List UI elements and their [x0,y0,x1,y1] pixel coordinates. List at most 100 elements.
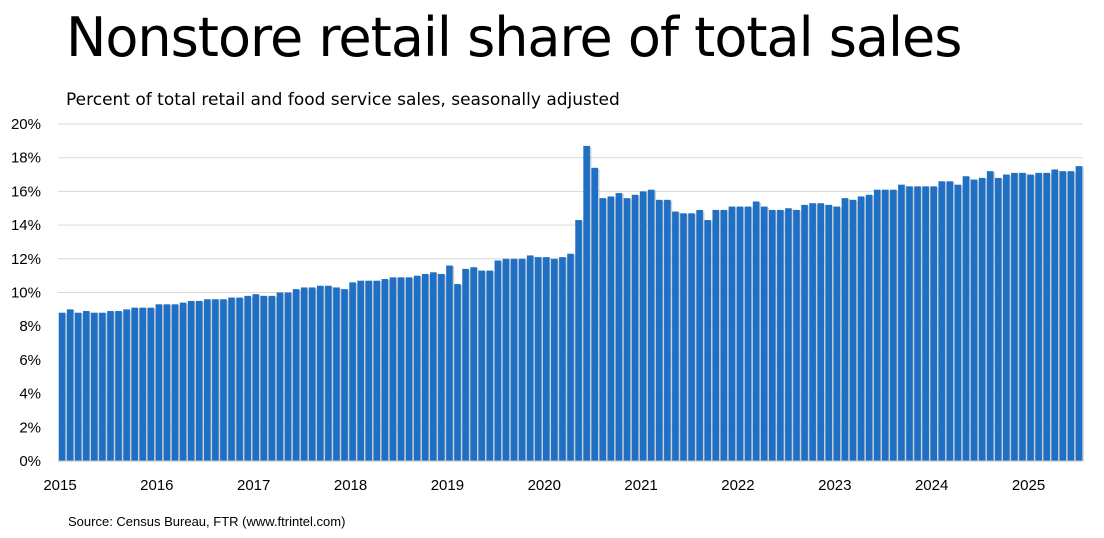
bar [793,209,800,461]
bar [107,311,114,461]
bar [526,255,534,461]
bar [873,189,881,461]
bar [760,206,768,461]
chart-title: Nonstore retail share of total sales [66,6,962,69]
bar [1059,171,1067,461]
bar [268,295,276,461]
bar [1027,174,1034,462]
bar [1019,172,1026,462]
bar [1067,171,1075,461]
bar [228,297,235,461]
x-tick-label: 2022 [721,477,754,494]
bar [970,179,978,462]
bar [777,209,784,461]
x-tick-label: 2017 [237,477,270,494]
bar [486,270,494,461]
bar [252,294,260,461]
x-tick-label: 2016 [140,477,173,494]
bar [1011,172,1018,462]
chart-subtitle: Percent of total retail and food service… [66,90,620,110]
bar [647,189,655,461]
x-tick-label: 2015 [43,477,76,494]
bar [567,253,574,461]
bar [454,284,461,461]
bar [389,277,397,461]
bar [817,203,825,461]
bar [768,209,776,461]
bar [494,260,502,461]
bar [744,206,752,461]
bar [542,257,550,461]
y-tick-label: 4% [19,386,41,403]
bar [373,280,381,461]
bar [680,213,687,461]
bar [155,304,163,461]
bar [325,285,332,461]
bar [99,312,106,461]
bar [381,279,389,461]
bar [599,198,607,461]
bar [954,184,962,461]
bar [898,184,905,461]
bar [139,307,147,461]
bar [147,307,155,461]
bar [74,312,82,461]
bar [1003,174,1010,462]
bar [316,285,324,461]
bar [220,299,227,461]
bar [510,258,518,461]
y-axis-tick-labels: 0% 2% 4% 6% 8% 10% 12% 14% 16% 18% 20% [11,116,41,470]
bar [809,203,816,461]
bar [308,287,316,461]
bar [502,258,510,461]
bar [82,311,90,461]
bar [260,295,268,461]
bar [785,208,792,461]
bar [518,258,526,461]
y-tick-label: 12% [11,251,41,268]
x-tick-label: 2020 [528,477,561,494]
bar [833,206,841,461]
y-tick-label: 10% [11,285,41,302]
bar [849,199,857,461]
bar [712,209,720,461]
bar [986,171,994,461]
bar [551,258,558,461]
bar [946,181,954,462]
bar [357,280,364,461]
bar [236,297,243,461]
bar [591,167,599,461]
bar [365,280,373,461]
bar [1035,172,1042,462]
bar [333,287,340,461]
y-tick-label: 18% [11,150,41,167]
bar [575,220,582,461]
bar [623,198,631,461]
bar [300,287,308,461]
bar [115,311,122,461]
y-tick-label: 2% [19,419,41,436]
bar [639,191,647,461]
bar [292,289,300,461]
x-tick-label: 2018 [334,477,367,494]
bar [462,268,469,461]
x-tick-label: 2023 [818,477,851,494]
bar [906,186,913,461]
bar [890,189,897,461]
bar [583,145,590,461]
bar [857,196,865,461]
bar [204,299,211,461]
bar [1075,166,1083,461]
bar [212,299,219,461]
bar [397,277,405,461]
bar [446,265,453,461]
bar [696,209,703,461]
bar [171,304,179,461]
bar [284,292,292,461]
x-tick-label: 2024 [915,477,948,494]
bar [405,277,413,461]
x-tick-label: 2021 [624,477,657,494]
bar [349,282,356,461]
bar [195,300,203,461]
